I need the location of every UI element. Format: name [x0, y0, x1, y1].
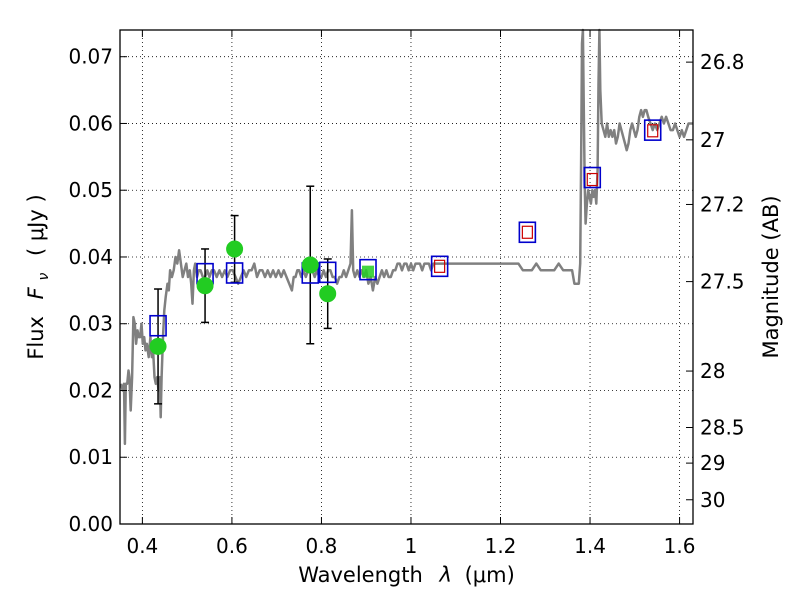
model-spectrum-line: [119, 28, 693, 446]
y2-tick-label: 28.5: [700, 416, 745, 440]
x-axis-label: Wavelength λ (μm): [298, 563, 515, 587]
model-photometry-square: [318, 261, 337, 284]
x-axis-label-symbol: λ: [438, 563, 451, 587]
model-photometry-square: [583, 166, 602, 189]
x-tick-label: 1: [405, 534, 418, 558]
y-tick-label: 0.03: [68, 312, 113, 336]
y-axis-label: Flux F ν ( μJy ): [24, 194, 53, 359]
y-axis-label-symbol: F: [24, 286, 48, 299]
ir-observed-square: [647, 124, 659, 138]
ir-observed-square: [586, 172, 598, 187]
observed-point: [149, 337, 167, 355]
observed-point: [301, 256, 319, 274]
x-tick-label: 0.4: [126, 534, 158, 558]
x-axis-label-prefix: Wavelength: [298, 563, 423, 587]
observed-point: [226, 240, 244, 258]
y2-tick-label: 28: [700, 359, 725, 383]
x-tick-label: 0.8: [306, 534, 338, 558]
plot-frame: [119, 29, 694, 525]
y2-tick-label: 30: [700, 488, 725, 512]
y-tick-label: 0.06: [68, 111, 113, 135]
y-axis-label-prefix: Flux: [24, 316, 48, 360]
model-photometry-square: [359, 258, 377, 281]
y2-tick-label: 27.2: [700, 192, 745, 216]
y-tick-label: 0.00: [68, 512, 113, 536]
model-photometry-square: [518, 221, 537, 244]
axis-ticks: 0.4 0.6 0.8 1 1.2 1.4 1.6 0.00 0.01 0.02 0.03 0.04 0…: [68, 30, 745, 558]
model-photometry-square: [430, 255, 449, 278]
model-photometry-square: [225, 262, 244, 284]
y2-axis-label: Magnitude (AB): [759, 195, 783, 358]
y-axis-label-subscript: ν: [36, 273, 52, 281]
y-tick-label: 0.04: [68, 245, 113, 269]
x-tick-label: 1.4: [574, 534, 606, 558]
y-tick-label: 0.01: [68, 445, 113, 469]
y2-tick-label: 26.8: [700, 50, 745, 74]
model-photometry-square: [643, 119, 662, 141]
ir-observed-square: [434, 259, 446, 273]
observed-point: [196, 277, 214, 295]
x-tick-label: 1.6: [664, 534, 696, 558]
y2-tick-label: 27: [700, 128, 725, 152]
y2-tick-label: 27.5: [700, 270, 745, 294]
model-photometry-square: [149, 314, 167, 337]
y-tick-label: 0.07: [68, 45, 113, 69]
x-axis-label-unit: (μm): [465, 563, 515, 587]
x-tick-label: 1.2: [485, 534, 517, 558]
y-tick-label: 0.05: [68, 178, 113, 202]
y-axis-label-unit: ( μJy ): [24, 194, 48, 256]
ir-observed-square: [521, 225, 533, 239]
y2-tick-label: 29: [700, 451, 725, 475]
data-markers: [149, 119, 662, 355]
y-tick-label: 0.02: [68, 378, 113, 402]
observed-point: [319, 285, 337, 303]
error-bars: [154, 185, 332, 405]
x-tick-label: 0.6: [216, 534, 248, 558]
observed-point: [362, 265, 375, 278]
